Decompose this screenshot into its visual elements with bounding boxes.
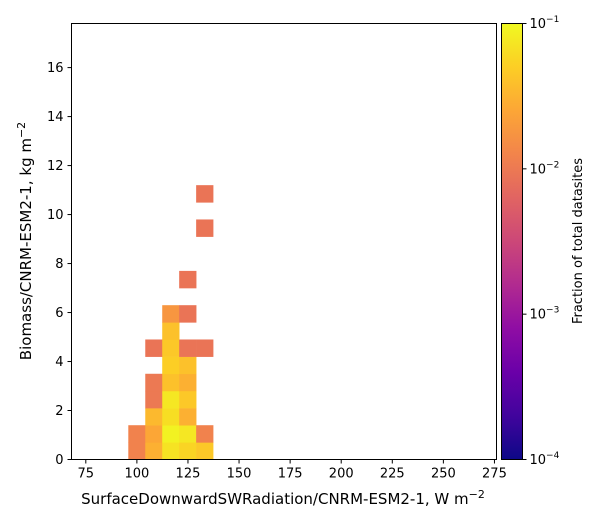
heatmap-cell xyxy=(196,185,214,203)
y-tick-label: 2 xyxy=(55,404,63,419)
heatmap-cell xyxy=(179,373,197,392)
x-tick-label: 250 xyxy=(431,467,456,482)
heatmap-cell xyxy=(162,390,180,409)
heatmap-cell xyxy=(145,390,163,409)
heatmap-cell xyxy=(179,356,197,375)
y-tick-label: 10 xyxy=(47,208,64,223)
colorbar-tick-label: 10−4 xyxy=(530,451,560,468)
y-tick-label: 8 xyxy=(55,257,63,272)
x-tick-label: 225 xyxy=(380,467,405,482)
heatmap-cell xyxy=(179,425,197,443)
heatmap-cell xyxy=(162,322,180,340)
heatmap-cell xyxy=(179,270,197,289)
heatmap-cell xyxy=(162,339,180,357)
colorbar-label: Fraction of total datasites xyxy=(571,158,586,324)
x-tick-label: 125 xyxy=(176,467,201,482)
heatmap-cell xyxy=(162,408,180,426)
x-tick-label: 275 xyxy=(482,467,507,482)
x-tick-label: 200 xyxy=(329,467,354,482)
y-tick-label: 6 xyxy=(55,306,63,321)
x-axis-label-exponent: −2 xyxy=(469,488,485,501)
heatmap-cell xyxy=(196,339,214,357)
heatmap-cell xyxy=(179,442,197,460)
heatmap-cell xyxy=(145,442,163,460)
heatmap-cell xyxy=(128,425,146,443)
colorbar-tick-label: 10−1 xyxy=(530,15,560,32)
heatmap-cell xyxy=(179,305,197,323)
x-axis-ticks: 75 100 125 150 175 200 225 250 275 xyxy=(78,459,507,482)
y-tick-label: 14 xyxy=(47,110,64,125)
y-tick-label: 4 xyxy=(55,355,63,370)
heatmap-cell xyxy=(162,373,180,392)
y-tick-label: 0 xyxy=(55,453,63,468)
heatmap-cell xyxy=(196,219,214,237)
heatmap-cell xyxy=(128,442,146,460)
colorbar-tick-label: 10−2 xyxy=(530,160,560,177)
heatmap-cell xyxy=(145,373,163,392)
x-tick-label: 175 xyxy=(278,467,303,482)
heatmap-cell xyxy=(162,442,180,460)
x-tick-label: 150 xyxy=(227,467,252,482)
colorbar xyxy=(501,23,523,460)
heatmap-cells xyxy=(128,185,214,460)
y-axis-label-exponent: −2 xyxy=(15,122,28,138)
x-axis-label: SurfaceDownwardSWRadiation/CNRM-ESM2-1, … xyxy=(81,488,485,508)
heatmap-cell xyxy=(145,339,163,357)
heatmap-cell xyxy=(162,305,180,323)
heatmap-cell xyxy=(179,408,197,426)
x-tick-label: 75 xyxy=(78,467,95,482)
y-tick-label: 16 xyxy=(47,61,64,76)
y-tick-label: 12 xyxy=(47,159,64,174)
plot-frame xyxy=(71,23,497,460)
colorbar-ticks: 10−1 10−2 10−3 10−4 xyxy=(522,15,560,468)
heatmap-cell xyxy=(196,425,214,443)
heatmap-cell xyxy=(179,390,197,409)
y-axis-ticks: 0 2 4 6 8 10 12 14 16 xyxy=(47,61,72,468)
heatmap-cell xyxy=(162,356,180,375)
y-axis-label: Biomass/CNRM-ESM2-1, kg m−2 xyxy=(15,122,35,360)
heatmap-cell xyxy=(145,408,163,426)
colorbar-tick-label: 10−3 xyxy=(530,306,560,323)
heatmap-cell xyxy=(145,425,163,443)
heatmap-cell xyxy=(196,442,214,460)
x-tick-label: 100 xyxy=(124,467,149,482)
heatmap-cell xyxy=(179,339,197,357)
heatmap-cell xyxy=(162,425,180,443)
